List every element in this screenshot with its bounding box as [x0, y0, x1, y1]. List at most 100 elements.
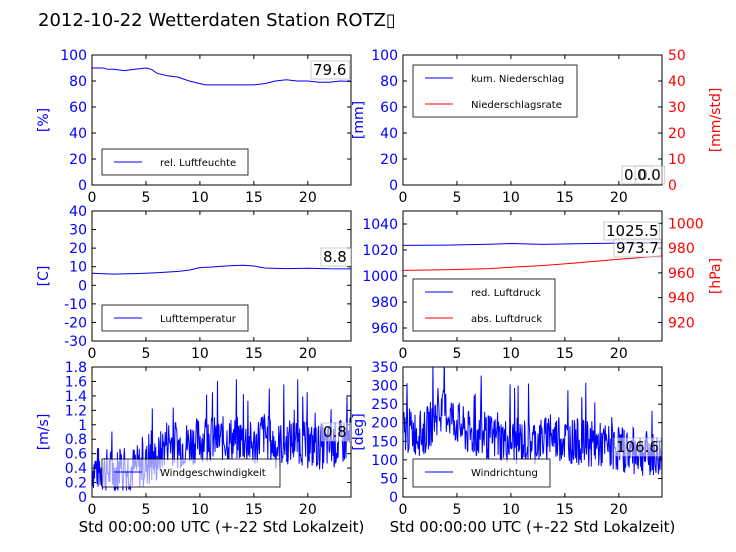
plot-frame — [402, 366, 663, 498]
value-annotation-box — [613, 238, 662, 258]
y-tick-label: 1.8 — [65, 360, 87, 376]
figure-title: 2012-10-22 Wetterdaten Station ROTZ▯ — [38, 10, 396, 31]
series-line-pressure-0 — [403, 242, 662, 246]
x-axis-label: Std 00:00:00 UTC (+-22 Std Lokalzeit) — [390, 518, 676, 536]
y-tick-label: 0.8 — [65, 432, 87, 448]
x-tick-label: 5 — [452, 502, 461, 518]
y-tick-label: 980 — [371, 295, 398, 311]
value-annotation: 1025.5 — [606, 222, 659, 240]
y-tick-label: 1020 — [362, 243, 398, 259]
y-tick-label: -10 — [64, 297, 87, 313]
value-annotation-box — [634, 165, 666, 185]
y-tick-label: 1 — [78, 418, 87, 434]
y-tick-label: 0.4 — [65, 461, 87, 477]
x-tick-label: 20 — [299, 190, 317, 206]
x-tick-label: 20 — [299, 346, 317, 362]
y-tick-label: 60 — [380, 100, 398, 116]
x-tick-label: 10 — [191, 502, 209, 518]
x-tick-label: 15 — [556, 502, 574, 518]
legend-label: red. Luftdruck — [471, 288, 541, 299]
value-annotation: 8.8 — [323, 248, 347, 266]
series-line-temperature-0 — [92, 264, 351, 275]
x-tick-label: 10 — [191, 190, 209, 206]
x-tick-label: 0 — [88, 502, 97, 518]
x-tick-label: 0 — [399, 502, 408, 518]
y-tick-label: 50 — [380, 471, 398, 487]
x-tick-label: 10 — [502, 346, 520, 362]
value-annotation-box — [320, 247, 352, 267]
y-tick-label-right: 920 — [668, 315, 695, 331]
y-tick-label: 0.6 — [65, 447, 87, 463]
y-tick-label: 300 — [371, 379, 398, 395]
y-tick-label-right: 980 — [668, 241, 695, 257]
y-tick-label: 1000 — [362, 269, 398, 285]
y-axis-label: [%] — [36, 108, 52, 132]
y-tick-label: 20 — [69, 241, 87, 257]
legend-box — [412, 64, 578, 118]
y-tick-label: 0 — [389, 490, 398, 506]
x-tick-label: 5 — [141, 502, 150, 518]
y-tick-label: 100 — [371, 48, 398, 64]
y-tick-label: 960 — [371, 321, 398, 337]
y-tick-label-right: 940 — [668, 291, 695, 307]
y-tick-label: 40 — [380, 126, 398, 142]
x-tick-label: 20 — [610, 502, 628, 518]
y-tick-label: 20 — [380, 152, 398, 168]
value-annotation-box — [613, 437, 662, 457]
y-tick-label: 0 — [78, 278, 87, 294]
legend-label: kum. Niederschlag — [471, 74, 564, 85]
y-tick-label: 10 — [69, 260, 87, 276]
value-annotation: 79.6 — [313, 61, 346, 79]
y-tick-label: 1.2 — [65, 403, 87, 419]
y-tick-label-right: 0 — [668, 178, 677, 194]
legend-label: Niederschlagsrate — [471, 100, 562, 111]
y-tick-label: 40 — [69, 126, 87, 142]
x-tick-label: 10 — [502, 190, 520, 206]
plot-frame — [91, 210, 352, 342]
x-axis-label: Std 00:00:00 UTC (+-22 Std Lokalzeit) — [79, 518, 365, 536]
value-annotation: 0.0 — [637, 166, 661, 184]
y-tick-label: 100 — [371, 453, 398, 469]
y-tick-label: 250 — [371, 397, 398, 413]
y-tick-label-right: 30 — [668, 100, 686, 116]
y-tick-label-right: 960 — [668, 266, 695, 282]
x-tick-label: 20 — [610, 346, 628, 362]
y-tick-label-right: 40 — [668, 74, 686, 90]
y-tick-label-right: 1000 — [668, 216, 704, 232]
y-tick-label: 0 — [78, 178, 87, 194]
y-tick-label: -20 — [64, 315, 87, 331]
x-tick-label: 0 — [399, 190, 408, 206]
x-tick-label: 15 — [556, 190, 574, 206]
x-tick-label: 15 — [245, 190, 263, 206]
x-tick-label: 15 — [556, 346, 574, 362]
value-annotation: 973.7 — [616, 239, 659, 257]
x-tick-label: 10 — [191, 346, 209, 362]
x-tick-label: 20 — [610, 190, 628, 206]
x-tick-label: 5 — [141, 190, 150, 206]
legend-box — [412, 458, 551, 488]
x-tick-label: 15 — [245, 346, 263, 362]
y-tick-label: 1040 — [362, 217, 398, 233]
y-tick-label: 0 — [78, 490, 87, 506]
x-tick-label: 0 — [88, 346, 97, 362]
legend-label: Windgeschwindigkeit — [160, 468, 266, 479]
legend-label: Lufttemperatur — [160, 314, 237, 325]
y-tick-label: 1.6 — [65, 374, 87, 390]
x-tick-label: 15 — [245, 502, 263, 518]
y-tick-label: 80 — [69, 74, 87, 90]
y-tick-label: 0.2 — [65, 476, 87, 492]
value-annotation: 0.8 — [323, 423, 347, 441]
x-tick-label: 20 — [299, 502, 317, 518]
plot-frame — [91, 54, 352, 186]
y-tick-label: 1.4 — [65, 389, 87, 405]
x-tick-label: 5 — [141, 346, 150, 362]
y-axis-label-right: [hPa] — [708, 258, 724, 294]
y-axis-label: [deg] — [351, 413, 367, 450]
y-tick-label-right: 50 — [668, 48, 686, 64]
y-tick-label: 350 — [371, 360, 398, 376]
x-tick-label: 0 — [88, 190, 97, 206]
y-tick-label: 200 — [371, 416, 398, 432]
y-tick-label: 0 — [389, 178, 398, 194]
y-tick-label: 100 — [60, 48, 87, 64]
